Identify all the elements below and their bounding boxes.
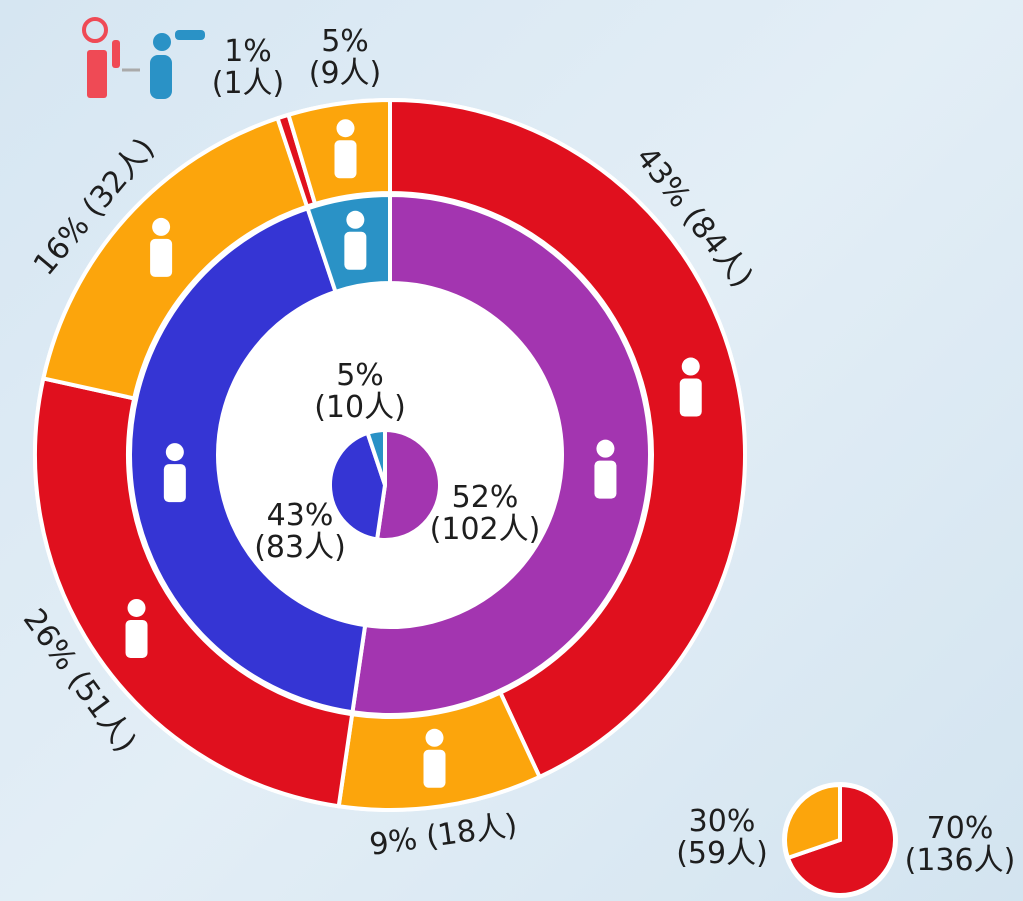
icon <box>423 749 446 788</box>
inner-segment <box>128 205 368 715</box>
value-label: 70% (136人) <box>905 811 1016 878</box>
inner-segment <box>350 192 652 717</box>
icon <box>344 231 367 270</box>
legend-icons <box>82 17 205 99</box>
summary-slice <box>783 782 842 861</box>
icon <box>127 598 146 617</box>
icon <box>163 464 186 503</box>
icon <box>681 357 700 376</box>
icon <box>596 439 615 458</box>
icon <box>150 238 173 277</box>
center-slice <box>328 430 388 542</box>
icon <box>336 119 355 138</box>
icon <box>334 140 357 179</box>
icon <box>346 210 365 229</box>
value-label: 5% (9人) <box>309 24 382 91</box>
icon <box>679 378 702 417</box>
value-label: 30% (59人) <box>676 804 768 871</box>
icon <box>594 460 617 499</box>
value-label: 52% (102人) <box>430 480 541 547</box>
icon <box>152 217 171 236</box>
icon <box>425 728 444 747</box>
value-label: 43% (83人) <box>254 498 346 565</box>
value-label: 1% (1人) <box>212 34 285 101</box>
icon <box>125 619 148 658</box>
value-label: 5% (10人) <box>314 358 406 425</box>
center-slice <box>374 427 442 542</box>
value-label: 9% (18人) <box>367 808 519 863</box>
center-slice <box>365 427 387 486</box>
icon <box>165 443 184 462</box>
